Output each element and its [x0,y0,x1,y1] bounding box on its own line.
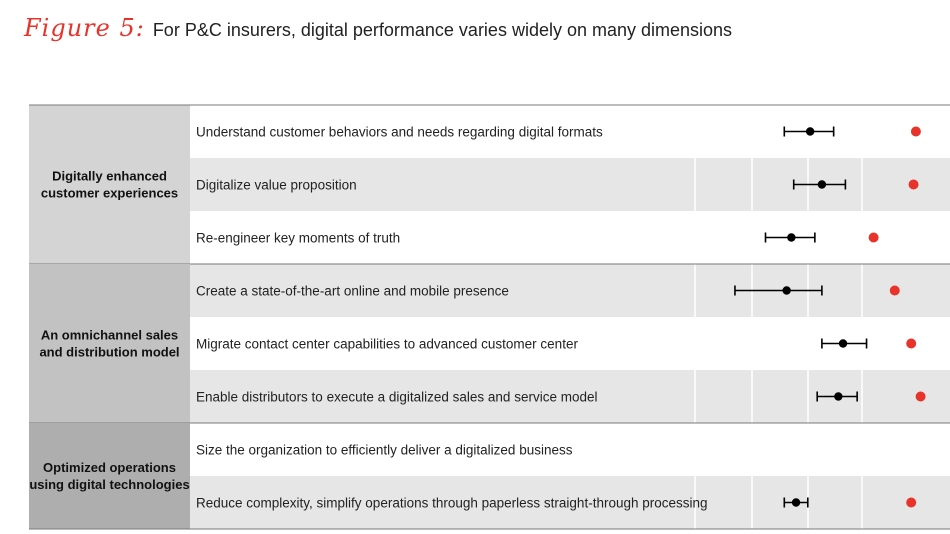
row-background [190,211,950,264]
figure-title-text: For P&C insurers, digital performance va… [152,20,733,40]
best-point [868,232,879,243]
group-label: An omnichannel sales and distribution mod… [39,328,179,360]
row-label: Enable distributors to execute a digital… [196,390,597,405]
figure-title: Figure 5: For P&C insurers, digital perf… [24,14,732,50]
best-point [908,179,919,190]
group-block [29,105,190,264]
median-point [787,233,796,242]
best-point [910,126,921,137]
group-block [29,264,190,423]
group-block [29,423,190,529]
group-label: Digitally enhanced customer experiences [41,169,178,201]
median-point [805,127,815,136]
row-background [190,476,950,529]
best-point [906,497,917,508]
row-label: Migrate contact center capabilities to a… [196,337,578,352]
figure-label: Figure 5: [24,14,145,42]
row-label: Digitalize value proposition [196,178,357,193]
median-point [817,180,827,189]
best-point [915,391,926,402]
median-point [791,498,801,507]
row-label: Size the organization to efficiently del… [196,443,573,458]
row-label: Create a state-of-the-art online and mob… [196,284,509,299]
group-label: Optimized operations using digital techno… [29,460,189,492]
row-label: Reduce complexity, simplify operations t… [196,496,708,511]
median-point [834,392,843,401]
best-point [889,285,900,296]
row-background [190,264,950,317]
row-background [190,423,950,476]
best-point [906,338,917,349]
row-label: Understand customer behaviors and needs … [196,125,603,140]
row-label: Re-engineer key moments of truth [196,231,400,246]
median-point [838,339,848,348]
median-point [782,286,791,295]
